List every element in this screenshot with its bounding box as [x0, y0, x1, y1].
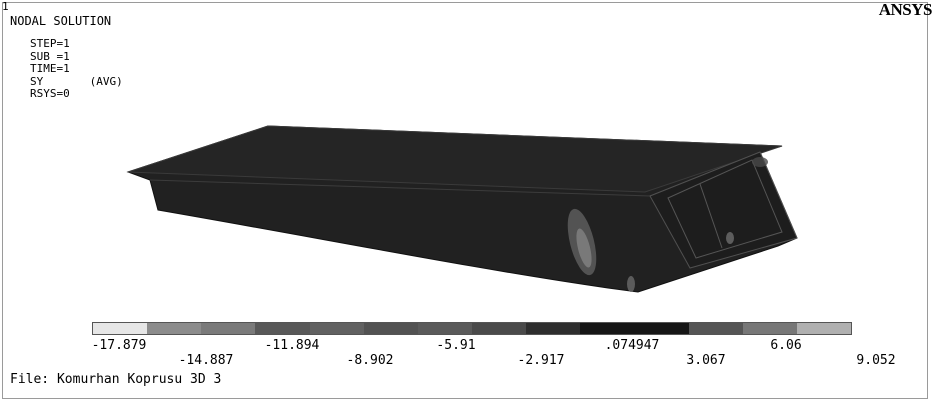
- legend-band: [580, 323, 635, 334]
- legend-tick-label: 9.052: [856, 353, 896, 368]
- legend-band: [363, 323, 418, 334]
- solution-parameters: STEP=1 SUB =1 TIME=1 SY (AVG) RSYS=0: [30, 37, 123, 101]
- legend-band: [309, 323, 364, 334]
- bridge-top-slab: [127, 125, 783, 193]
- stress-hotspot-core: [576, 228, 592, 268]
- legend-tick-label: -5.91: [436, 338, 476, 353]
- plot-title: NODAL SOLUTION: [10, 14, 112, 28]
- legend-band: [147, 323, 202, 334]
- ansys-logo: ANSYS: [878, 0, 932, 19]
- param-rsys: RSYS=0: [30, 87, 70, 100]
- window-number: 1: [2, 0, 9, 13]
- legend-tick-label: -8.902: [346, 353, 394, 368]
- end-section-divider: [699, 183, 723, 249]
- end-section-inner: [667, 159, 783, 259]
- legend-band: [742, 323, 797, 334]
- legend-tick-label: -11.894: [264, 338, 320, 353]
- legend-band: [93, 323, 148, 334]
- param-step: STEP=1: [30, 37, 70, 50]
- legend-band: [688, 323, 743, 334]
- legend-tick-label: .074947: [604, 338, 660, 353]
- legend-tick-label: 6.06: [770, 338, 802, 353]
- legend-tick-label: -2.917: [517, 353, 565, 368]
- legend-band: [796, 323, 851, 334]
- legend-tick-label: -17.879: [91, 338, 147, 353]
- stress-hotspot-corner: [752, 157, 768, 167]
- param-result: SY (AVG): [30, 74, 123, 88]
- param-time: TIME=1: [30, 62, 70, 75]
- stress-hotspot-minor: [627, 276, 635, 292]
- legend-band: [471, 323, 527, 334]
- legend-band: [201, 323, 256, 334]
- param-sub: SUB =1: [30, 49, 70, 63]
- legend-tick-label: -14.887: [178, 353, 234, 368]
- stress-hotspot-end: [726, 232, 734, 244]
- legend-tick-label: 3.067: [686, 353, 726, 368]
- contour-legend-bar: [92, 322, 852, 335]
- file-label: File: Komurhan Koprusu 3D 3: [10, 372, 222, 387]
- legend-band: [526, 323, 581, 334]
- legend-band: [634, 323, 689, 334]
- legend-band: [255, 323, 310, 334]
- legend-band: [417, 323, 472, 334]
